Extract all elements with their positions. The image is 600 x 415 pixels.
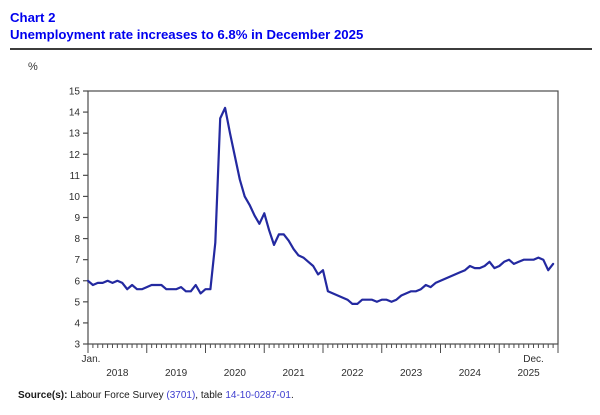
y-axis-tick-label: 7 <box>74 255 80 266</box>
y-axis-tick-label: 4 <box>74 318 80 329</box>
x-axis-year-label: 2025 <box>518 368 541 379</box>
y-axis-tick-label: 11 <box>70 171 81 182</box>
source-text: Labour Force Survey <box>67 390 167 401</box>
x-axis-year-label: 2021 <box>283 368 306 379</box>
chart-number-label: Chart 2 <box>10 10 56 25</box>
y-axis-tick-label: 12 <box>69 150 81 161</box>
unemployment-rate-line <box>86 106 555 305</box>
y-axis-tick-label: 10 <box>69 192 81 203</box>
y-axis-tick-label: 9 <box>74 213 80 224</box>
x-axis-year-label: 2023 <box>400 368 423 379</box>
x-axis-year-label: 2020 <box>224 368 247 379</box>
source-prefix: Source(s): <box>18 390 68 401</box>
source-link[interactable]: 14-10-0287-01 <box>225 390 291 401</box>
x-axis-year-label: 2022 <box>341 368 364 379</box>
y-axis-tick-label: 6 <box>74 276 80 287</box>
source-line: Source(s): Labour Force Survey (3701), t… <box>18 390 294 401</box>
y-axis-tick-label: 14 <box>69 108 81 119</box>
title-divider-rule <box>10 48 592 50</box>
y-axis-tick-label: 3 <box>74 340 80 351</box>
source-text: . <box>290 390 294 401</box>
chart-title: Unemployment rate increases to 6.8% in D… <box>10 27 364 42</box>
y-axis-tick-label: 15 <box>69 87 81 98</box>
source-link[interactable]: (3701) <box>166 390 196 401</box>
source-text: , table <box>195 390 226 401</box>
y-axis: 15 14 13 12 11 10 9 8 7 6 5 4 3 <box>69 87 88 351</box>
y-axis-tick-label: 5 <box>74 297 80 308</box>
y-axis-tick-label: 8 <box>74 234 80 245</box>
x-axis-last-month-label: Dec. <box>523 354 544 365</box>
x-axis-year-label: 2019 <box>165 368 188 379</box>
y-axis-tick-label: 13 <box>69 129 81 140</box>
x-axis: Jan. Dec. 2018 2019 2020 2021 2022 2023 2024 2025 <box>82 344 559 379</box>
chart-header: Chart 2 Unemployment rate increases to 6… <box>10 9 363 43</box>
x-axis-first-month-label: Jan. <box>82 354 101 365</box>
x-axis-year-label: 2024 <box>459 368 482 379</box>
y-axis-unit-label: % <box>28 61 38 73</box>
x-axis-year-label: 2018 <box>106 368 129 379</box>
plot-border <box>87 90 559 345</box>
